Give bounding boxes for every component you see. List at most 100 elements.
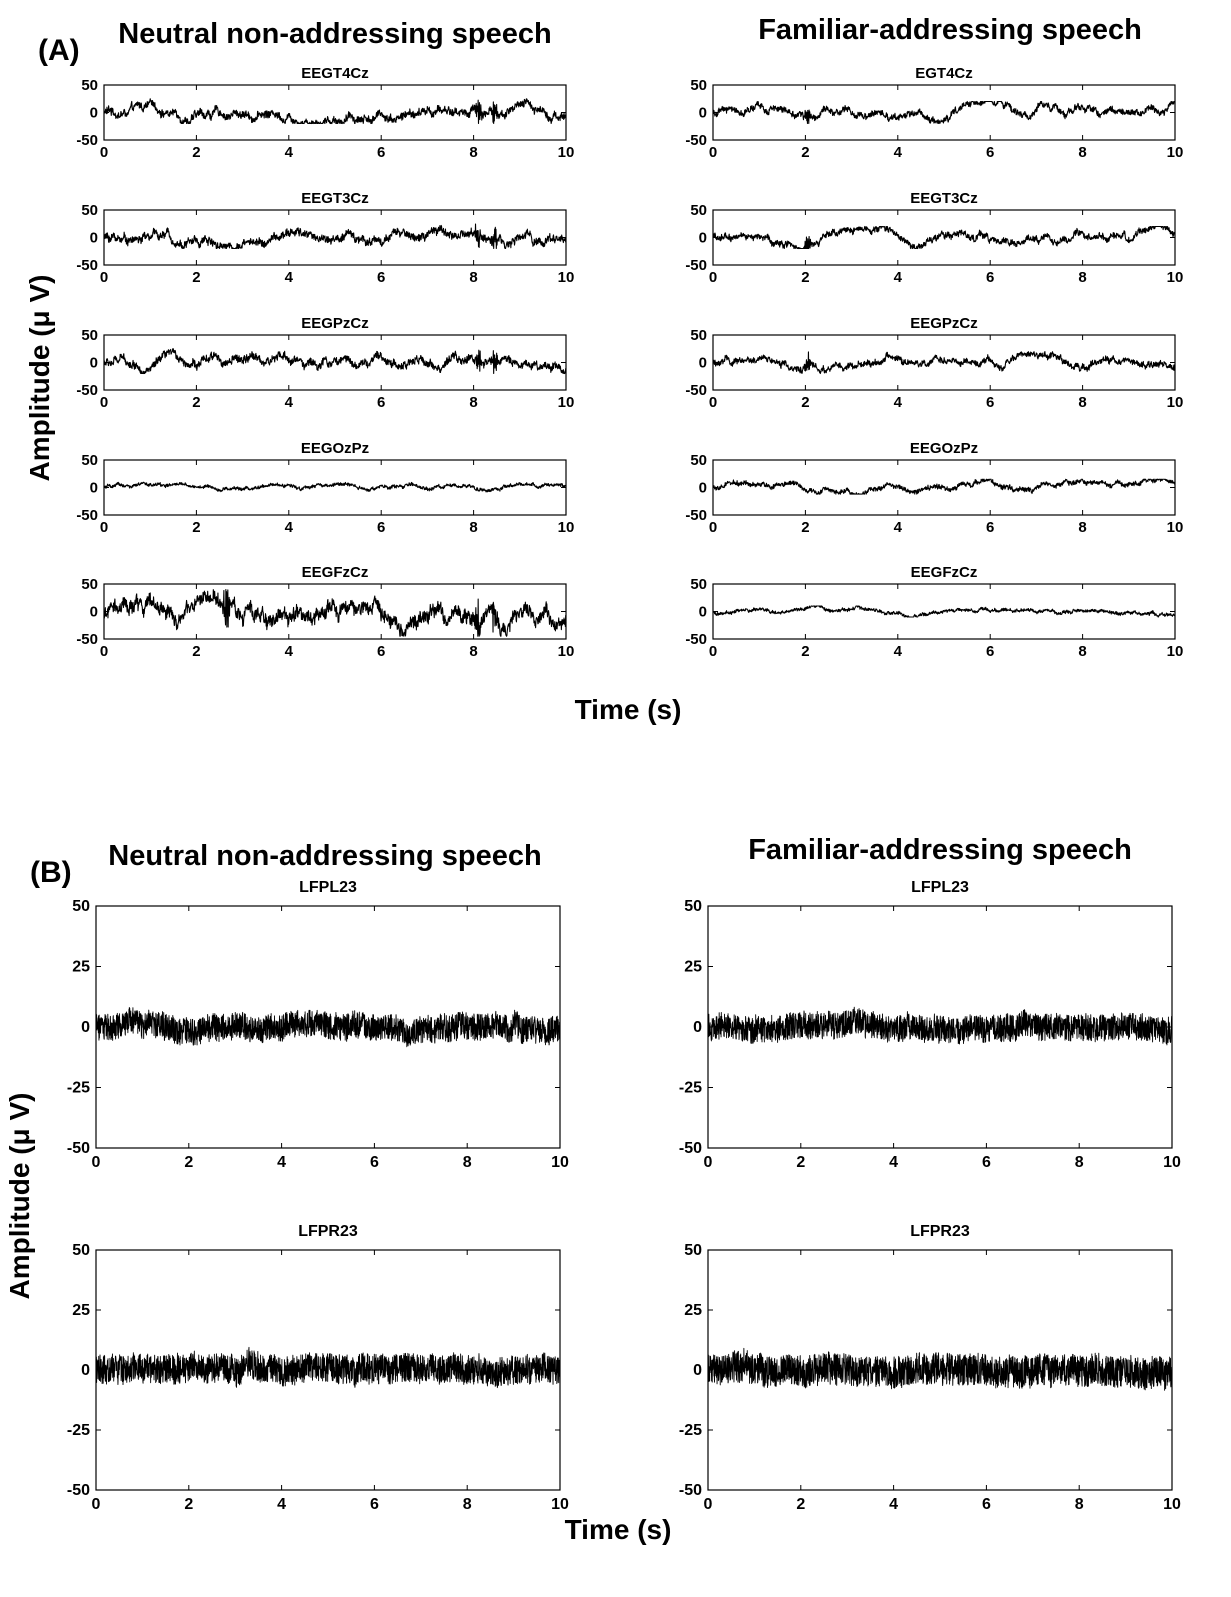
plot-title-3: EEGOzPz xyxy=(301,440,369,457)
y-tick-label-7-1: 0 xyxy=(699,355,707,372)
x-tick-label-8-5: 10 xyxy=(1167,519,1184,536)
x-tick-label-8-0: 0 xyxy=(709,519,717,536)
y-tick-label-4-2: 50 xyxy=(81,576,98,593)
panel-b-right-title: Familiar-addressing speech xyxy=(748,834,1132,866)
x-tick-label-0-0: 0 xyxy=(100,144,108,161)
x-tick-label-6-3: 6 xyxy=(986,269,994,286)
y-tick-label-2-2: 50 xyxy=(81,327,98,344)
x-tick-label-0-4: 8 xyxy=(469,144,477,161)
panel-a-xlabel: Time (s) xyxy=(574,694,682,725)
y-tick-label-10-3: 25 xyxy=(72,959,90,976)
plot-title-7: EEGPzCz xyxy=(910,315,978,332)
y-tick-label-10-2: 0 xyxy=(81,1019,90,1036)
x-tick-label-13-4: 8 xyxy=(1075,1496,1084,1513)
y-tick-label-11-2: 0 xyxy=(81,1362,90,1379)
x-tick-label-3-5: 10 xyxy=(558,519,575,536)
x-tick-label-12-3: 6 xyxy=(982,1154,991,1171)
x-tick-label-9-1: 2 xyxy=(801,643,809,660)
x-tick-label-5-2: 4 xyxy=(894,144,903,161)
x-tick-label-7-5: 10 xyxy=(1167,394,1184,411)
y-tick-label-7-2: 50 xyxy=(690,327,707,344)
x-tick-label-2-1: 2 xyxy=(192,394,200,411)
signal-trace-0 xyxy=(103,98,567,125)
y-tick-label-9-0: -50 xyxy=(685,631,707,648)
x-tick-label-11-3: 6 xyxy=(370,1496,379,1513)
x-tick-label-6-0: 0 xyxy=(709,269,717,286)
signal-trace-1 xyxy=(103,223,567,250)
x-tick-label-10-1: 2 xyxy=(184,1154,193,1171)
y-tick-label-8-0: -50 xyxy=(685,507,707,524)
x-tick-label-11-5: 10 xyxy=(551,1496,569,1513)
plot-title-6: EEGT3Cz xyxy=(910,190,978,207)
signal-trace-10 xyxy=(95,1006,561,1048)
signal-trace-8 xyxy=(712,478,1176,495)
plot-title-1: EEGT3Cz xyxy=(301,190,369,207)
y-tick-label-5-1: 0 xyxy=(699,105,707,122)
x-tick-label-3-4: 8 xyxy=(469,519,477,536)
signal-trace-12 xyxy=(707,1006,1173,1046)
x-tick-label-9-0: 0 xyxy=(709,643,717,660)
x-tick-label-5-5: 10 xyxy=(1167,144,1184,161)
x-tick-label-12-5: 10 xyxy=(1163,1154,1181,1171)
x-tick-label-7-3: 6 xyxy=(986,394,994,411)
x-tick-label-0-2: 4 xyxy=(285,144,294,161)
x-tick-label-1-1: 2 xyxy=(192,269,200,286)
x-tick-label-12-4: 8 xyxy=(1075,1154,1084,1171)
x-tick-label-10-2: 4 xyxy=(277,1154,286,1171)
x-tick-label-6-5: 10 xyxy=(1167,269,1184,286)
x-tick-label-1-5: 10 xyxy=(558,269,575,286)
y-tick-label-5-0: -50 xyxy=(685,132,707,149)
y-tick-label-12-1: -25 xyxy=(679,1080,702,1097)
plot-title-10: LFPL23 xyxy=(299,879,357,896)
x-tick-label-11-0: 0 xyxy=(92,1496,101,1513)
signal-trace-4 xyxy=(103,588,567,637)
x-tick-label-13-2: 4 xyxy=(889,1496,898,1513)
x-tick-label-4-2: 4 xyxy=(285,643,294,660)
x-tick-label-9-5: 10 xyxy=(1167,643,1184,660)
x-tick-label-4-0: 0 xyxy=(100,643,108,660)
signal-trace-3 xyxy=(103,481,567,493)
x-tick-label-7-1: 2 xyxy=(801,394,809,411)
x-tick-label-4-1: 2 xyxy=(192,643,200,660)
x-tick-label-13-3: 6 xyxy=(982,1496,991,1513)
y-tick-label-10-1: -25 xyxy=(67,1080,90,1097)
y-tick-label-12-3: 25 xyxy=(684,959,702,976)
x-tick-label-7-0: 0 xyxy=(709,394,717,411)
y-tick-label-13-1: -25 xyxy=(679,1422,702,1439)
x-tick-label-10-5: 10 xyxy=(551,1154,569,1171)
x-tick-label-6-4: 8 xyxy=(1078,269,1086,286)
x-tick-label-3-0: 0 xyxy=(100,519,108,536)
y-tick-label-1-1: 0 xyxy=(90,230,98,247)
x-tick-label-5-3: 6 xyxy=(986,144,994,161)
x-tick-label-9-4: 8 xyxy=(1078,643,1086,660)
x-tick-label-9-2: 4 xyxy=(894,643,903,660)
signal-trace-11 xyxy=(95,1346,561,1389)
y-tick-label-13-2: 0 xyxy=(693,1362,702,1379)
plot-title-4: EEGFzCz xyxy=(302,564,369,581)
x-tick-label-13-0: 0 xyxy=(704,1496,713,1513)
plot-title-11: LFPR23 xyxy=(298,1223,358,1240)
signal-trace-5 xyxy=(712,100,1176,125)
y-tick-label-11-3: 25 xyxy=(72,1302,90,1319)
panel-a-right-title: Familiar-addressing speech xyxy=(758,14,1142,46)
x-tick-label-3-1: 2 xyxy=(192,519,200,536)
x-tick-label-1-0: 0 xyxy=(100,269,108,286)
x-tick-label-8-2: 4 xyxy=(894,519,903,536)
y-tick-label-10-4: 50 xyxy=(72,898,90,915)
x-tick-label-8-4: 8 xyxy=(1078,519,1086,536)
x-tick-label-1-3: 6 xyxy=(377,269,385,286)
x-tick-label-7-2: 4 xyxy=(894,394,903,411)
x-tick-label-8-1: 2 xyxy=(801,519,809,536)
plot-title-5: EGT4Cz xyxy=(915,65,973,82)
x-tick-label-2-0: 0 xyxy=(100,394,108,411)
x-tick-label-10-3: 6 xyxy=(370,1154,379,1171)
plot-frame-3 xyxy=(103,459,567,516)
x-tick-label-2-4: 8 xyxy=(469,394,477,411)
y-tick-label-4-0: -50 xyxy=(76,631,98,648)
y-tick-label-6-2: 50 xyxy=(690,202,707,219)
y-tick-label-3-2: 50 xyxy=(81,452,98,469)
x-tick-label-12-0: 0 xyxy=(704,1154,713,1171)
y-tick-label-11-4: 50 xyxy=(72,1242,90,1259)
panel-b-label: (B) xyxy=(30,856,72,889)
x-tick-label-11-2: 4 xyxy=(277,1496,286,1513)
